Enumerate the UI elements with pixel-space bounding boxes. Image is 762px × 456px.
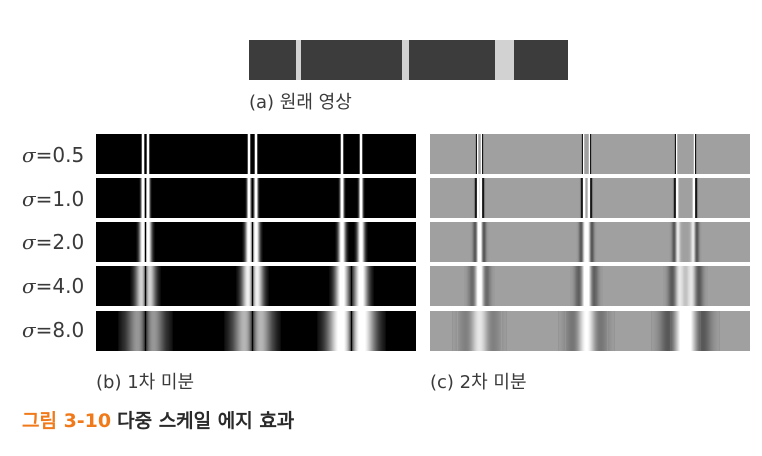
second-derivative-image bbox=[430, 134, 750, 174]
first-derivative-image bbox=[96, 134, 416, 174]
sigma-label-4-0: σ=4.0 bbox=[22, 274, 85, 298]
first-derivative-panel-0-5 bbox=[96, 134, 416, 174]
caption-original: (a) 원래 영상 bbox=[249, 92, 352, 113]
second-derivative-panel-2-0 bbox=[430, 222, 750, 262]
first-derivative-panel-2-0 bbox=[96, 222, 416, 262]
sigma-label-1-0: σ=1.0 bbox=[22, 187, 85, 211]
second-derivative-image bbox=[430, 222, 750, 262]
sigma-label-2-0: σ=2.0 bbox=[22, 230, 85, 254]
second-derivative-image bbox=[430, 311, 750, 351]
caption-first-derivative: (b) 1차 미분 bbox=[96, 372, 195, 393]
second-derivative-image bbox=[430, 178, 750, 218]
second-derivative-panel-1-0 bbox=[430, 178, 750, 218]
caption-second-derivative: (c) 2차 미분 bbox=[430, 372, 527, 393]
first-derivative-panel-8-0 bbox=[96, 311, 416, 351]
second-derivative-panel-0-5 bbox=[430, 134, 750, 174]
sigma-label-0-5: σ=0.5 bbox=[22, 143, 85, 167]
sigma-label-8-0: σ=8.0 bbox=[22, 318, 85, 342]
first-derivative-panel-4-0 bbox=[96, 266, 416, 306]
original-signal-strip bbox=[249, 40, 568, 80]
second-derivative-image bbox=[430, 266, 750, 306]
figure-caption: 그림 3-10 다중 스케일 에지 효과 bbox=[22, 406, 294, 433]
first-derivative-image bbox=[96, 266, 416, 306]
first-derivative-image bbox=[96, 178, 416, 218]
figure-number: 그림 3-10 bbox=[22, 410, 112, 432]
first-derivative-panel-1-0 bbox=[96, 178, 416, 218]
second-derivative-panel-4-0 bbox=[430, 266, 750, 306]
second-derivative-panel-8-0 bbox=[430, 311, 750, 351]
first-derivative-image bbox=[96, 222, 416, 262]
first-derivative-image bbox=[96, 311, 416, 351]
figure-title: 다중 스케일 에지 효과 bbox=[117, 410, 295, 432]
